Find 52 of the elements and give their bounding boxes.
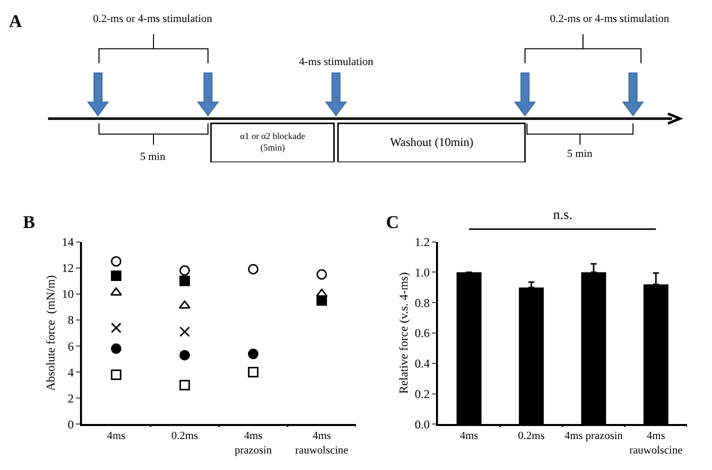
point [179, 276, 190, 286]
point [110, 343, 122, 354]
chart-title: C [386, 212, 399, 232]
x-tick-label: 4ms [106, 430, 126, 442]
point [110, 256, 122, 267]
y-tick-label: 0.4 [414, 356, 430, 371]
text: 5 min [140, 151, 166, 163]
x-tick-label: 4ms [460, 430, 478, 442]
y-tick-label: 0.8 [414, 296, 430, 310]
text: n.s. [553, 208, 572, 223]
y-tick-label: 1.0 [414, 265, 430, 280]
y-tick-label: 12 [62, 261, 74, 276]
chart-title: B [23, 212, 36, 232]
point [178, 300, 191, 309]
x-tick-label: 4ms prazosin [564, 430, 624, 442]
point [179, 380, 190, 390]
y-tick-label: 0 [68, 417, 74, 432]
point [248, 264, 258, 274]
y-axis-title: Absolute force (mN/m) [44, 275, 58, 391]
point [316, 269, 327, 280]
y-tick-label: 0.0 [414, 417, 430, 432]
x-tick-label: 0.2ms [518, 430, 545, 442]
y-axis-title: Relative force (v.s. 4-ms) [396, 272, 411, 394]
y-tick-label: 14 [62, 235, 74, 250]
point [110, 270, 122, 281]
text: 0.2-ms or 4-ms stimulation [93, 13, 213, 25]
text: Washout (10min) [390, 135, 474, 149]
y-tick-label: 0.2 [414, 387, 430, 402]
y-tick-label: 6 [68, 339, 74, 354]
y-tick-label: 1.2 [414, 235, 430, 250]
text: A [9, 11, 22, 31]
x-tick-label: 4ms rauwolscine [295, 430, 348, 456]
point [110, 369, 122, 380]
point [248, 366, 258, 378]
point [179, 326, 190, 337]
y-tick-label: 8 [68, 313, 74, 328]
y-tick-label: 2 [68, 391, 74, 406]
x-tick-label: 4ms prazosin [234, 430, 272, 456]
text: 5 min [567, 148, 593, 160]
text: 4-ms stimulation [299, 56, 374, 68]
y-tick-label: 10 [62, 287, 74, 302]
point [110, 322, 122, 334]
y-tick-label: 4 [68, 365, 74, 380]
point [179, 350, 190, 360]
point [248, 348, 258, 360]
x-tick-label: 4ms rauwolscine [629, 430, 683, 456]
point [179, 265, 190, 276]
point [110, 287, 122, 296]
text: α1 or α2 blockade (5min) [240, 131, 306, 153]
x-tick-label: 0.2ms [171, 430, 198, 442]
y-tick-label: 0.6 [414, 326, 430, 340]
text: 0.2-ms or 4-ms stimulation [550, 13, 670, 25]
